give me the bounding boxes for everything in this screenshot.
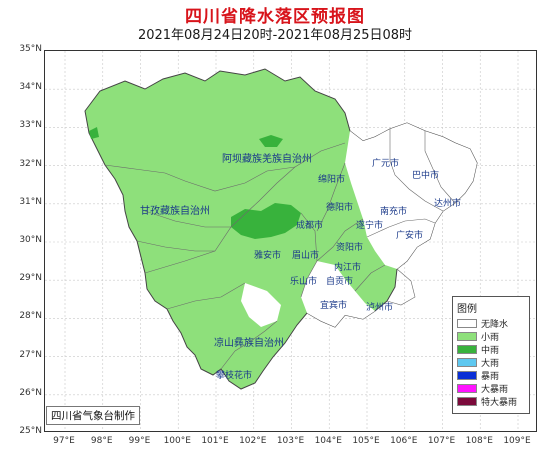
latitude-label: 33°N [19, 120, 42, 131]
longitude-label: 98°E [90, 436, 113, 446]
latitude-label: 35°N [19, 44, 42, 54]
maker-credit: 四川省气象台制作 [46, 406, 140, 425]
longitude-label: 108°E [465, 436, 493, 446]
legend-item: 中雨 [453, 343, 529, 356]
label-neijiang: 内江市 [334, 263, 362, 273]
longitude-label: 109°E [503, 436, 531, 446]
label-chengdu: 成都市 [296, 221, 324, 231]
label-bazhong: 巴中市 [412, 171, 440, 181]
latitude-label: 34°N [19, 82, 42, 93]
label-suining: 遂宁市 [356, 221, 384, 231]
longitude-label: 104°E [314, 436, 342, 446]
legend-label: 小雨 [481, 333, 500, 343]
longitude-label: 107°E [427, 436, 456, 446]
label-yaan: 雅安市 [254, 251, 282, 261]
label-deyang: 德阳市 [326, 203, 354, 213]
label-mianyang: 绵阳市 [318, 175, 346, 185]
legend-swatch [457, 345, 477, 354]
label-nanchong: 南充市 [380, 207, 408, 217]
legend-label: 特大暴雨 [481, 398, 518, 408]
latitude-label: 32°N [19, 158, 42, 169]
legend-swatch [457, 319, 477, 328]
legend-swatch [457, 332, 477, 341]
longitude-label: 97°E [53, 436, 75, 446]
legend-label: 暴雨 [481, 372, 500, 382]
legend-item: 大雨 [453, 356, 529, 369]
map-canvas [45, 51, 536, 431]
label-panzhihua: 攀枝花市 [216, 371, 253, 381]
label-guangyuan: 广元市 [372, 159, 400, 169]
label-aba: 阿坝藏族羌族自治州 [222, 154, 312, 165]
legend-swatch [457, 358, 477, 367]
latitude-label: 27°N [19, 349, 42, 360]
moderate-rain-zone-central [231, 203, 301, 239]
legend-item: 暴雨 [453, 369, 529, 382]
label-leshan: 乐山市 [290, 277, 318, 287]
longitude-label: 102°E [239, 436, 267, 446]
legend-label: 大暴雨 [481, 385, 509, 395]
legend-swatch [457, 397, 477, 406]
no-rain-zone-southwest [241, 283, 281, 327]
label-luzhou: 泸州市 [366, 303, 394, 313]
legend-label: 无降水 [481, 320, 509, 330]
label-meishan: 眉山市 [292, 251, 320, 261]
moderate-rain-zone-northwest [89, 127, 99, 139]
longitude-label: 99°E [128, 436, 151, 446]
legend-title: 图例 [457, 304, 477, 315]
latitude-label: 26°N [19, 387, 42, 398]
label-ziyang: 资阳市 [336, 243, 364, 253]
label-guangan: 广安市 [396, 231, 424, 241]
longitude-label: 105°E [352, 436, 380, 446]
prefecture-boundaries [104, 129, 456, 370]
legend-item: 特大暴雨 [453, 395, 529, 408]
latitude-label: 31°N [19, 196, 42, 207]
latitude-label: 30°N [19, 235, 42, 245]
longitude-label: 106°E [390, 436, 418, 446]
longitude-label: 100°E [163, 436, 191, 446]
map-subtitle: 2021年08月24日20时-2021年08月25日08时 [137, 28, 413, 43]
label-liangshan: 凉山彝族自治州 [214, 338, 284, 349]
label-yibin: 宜宾市 [320, 301, 348, 311]
legend-swatch [457, 371, 477, 380]
legend-swatch [457, 384, 477, 393]
legend-label: 中雨 [481, 346, 500, 356]
latitude-label: 28°N [19, 311, 42, 322]
legend-label: 大雨 [481, 359, 500, 369]
map-title: 四川省降水落区预报图 [185, 7, 365, 27]
label-ganzi: 甘孜藏族自治州 [140, 206, 210, 217]
no-rain-zone-east [345, 123, 477, 269]
legend-item: 无降水 [453, 317, 529, 330]
no-rain-zone-south [301, 261, 375, 327]
longitude-label: 103°E [276, 436, 305, 446]
label-zigong: 自贡市 [326, 277, 354, 287]
legend-item: 小雨 [453, 330, 529, 343]
legend-item: 大暴雨 [453, 382, 529, 395]
label-dazhou: 达州市 [434, 199, 462, 209]
longitude-label: 101°E [201, 436, 229, 446]
latitude-label: 29°N [19, 273, 42, 284]
legend: 图例 无降水小雨中雨大雨暴雨大暴雨特大暴雨 [452, 296, 530, 414]
moderate-rain-zone-north [259, 135, 283, 147]
latitude-label: 25°N [19, 426, 42, 436]
